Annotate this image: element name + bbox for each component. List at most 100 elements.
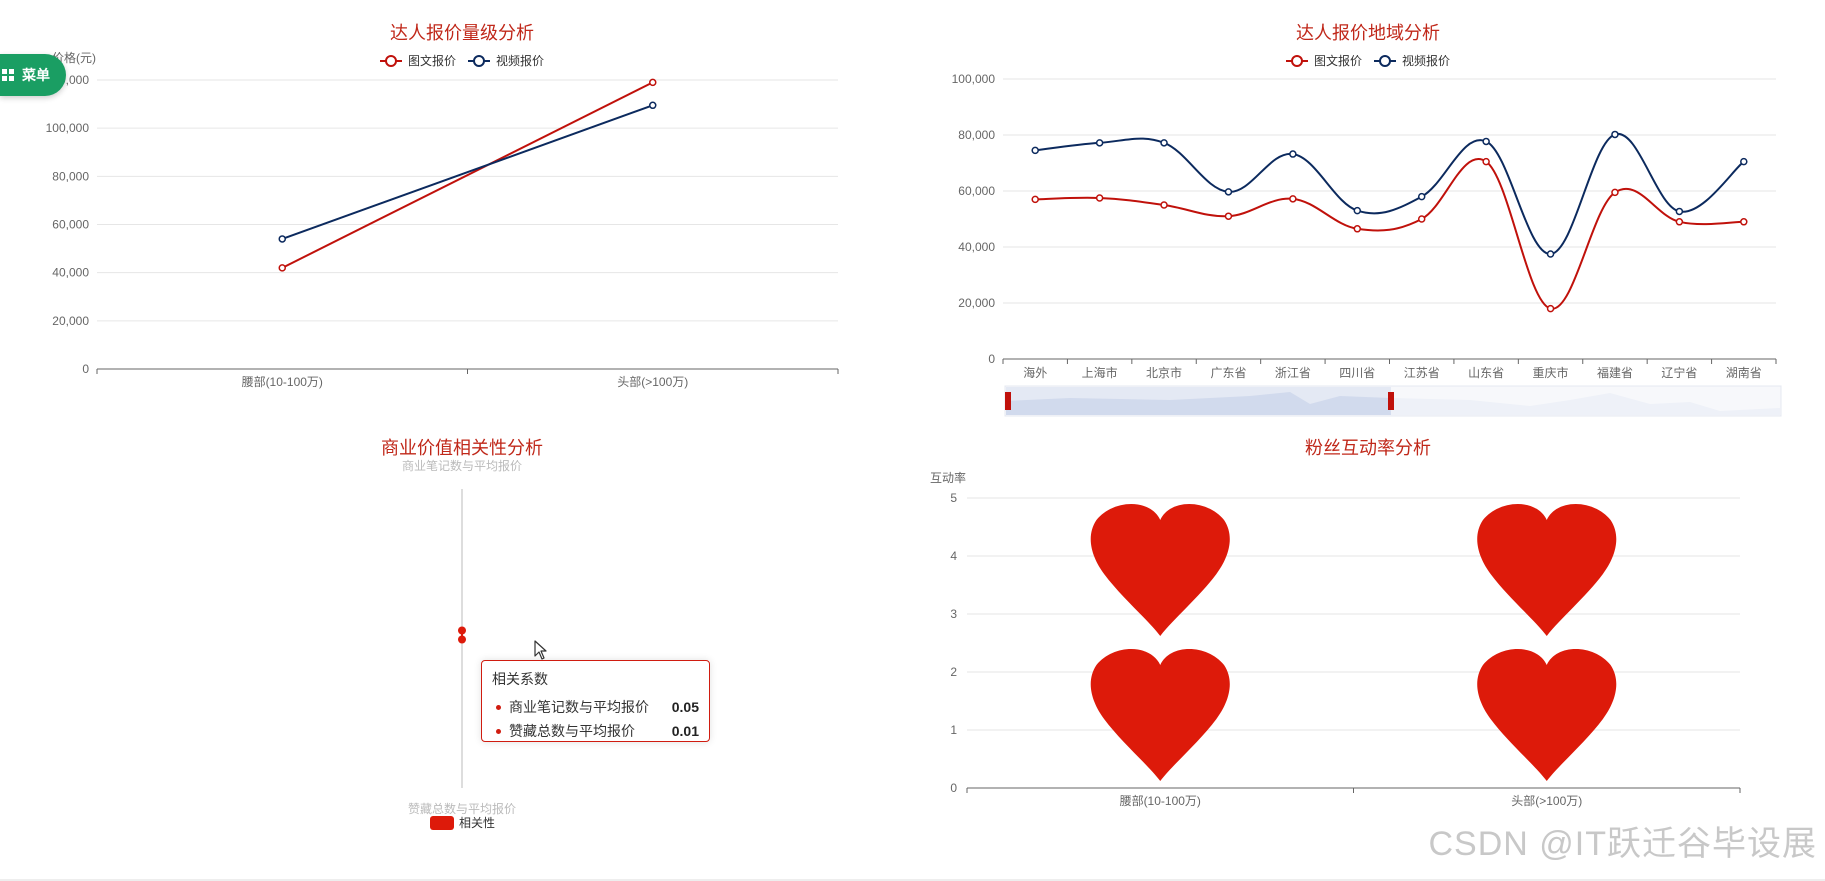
legend-item[interactable]: 视频报价 <box>496 53 544 68</box>
y-tick-label: 4 <box>950 549 957 563</box>
x-tick-label: 湖南省 <box>1726 365 1762 380</box>
tooltip-row: 赞藏总数与平均报价 0.01 <box>492 719 699 743</box>
menu-button[interactable]: 菜单 <box>0 54 66 96</box>
series-line <box>1035 133 1745 256</box>
legend-item[interactable]: 视频报价 <box>1402 53 1450 68</box>
chart-correlation: 商业价值相关性分析 商业笔记数与平均报价 赞藏总数与平均报价 相关性 <box>381 438 543 830</box>
data-point[interactable] <box>1740 218 1748 226</box>
chart-legend[interactable]: 图文报价 视频报价 <box>1286 53 1450 68</box>
data-point[interactable] <box>458 626 466 635</box>
data-point[interactable] <box>1095 194 1104 202</box>
y-tick-label: 20,000 <box>958 296 995 310</box>
legend-item[interactable]: 图文报价 <box>408 53 456 68</box>
data-point[interactable] <box>649 101 657 110</box>
heart-bar-symbol[interactable] <box>1090 649 1230 781</box>
menu-label: 菜单 <box>22 67 50 83</box>
chart-legend[interactable]: 图文报价 视频报价 <box>380 53 544 68</box>
x-tick-label: 浙江省 <box>1275 366 1311 380</box>
x-tick-label: 四川省 <box>1339 366 1375 380</box>
tooltip-title: 相关系数 <box>492 671 548 687</box>
data-point[interactable] <box>1160 139 1168 147</box>
chart-title: 粉丝互动率分析 <box>1305 438 1431 458</box>
data-point[interactable] <box>1611 130 1619 139</box>
data-point[interactable] <box>1224 212 1233 220</box>
grid-icon <box>2 69 14 81</box>
data-point[interactable] <box>1675 218 1684 226</box>
tooltip-row-value: 0.05 <box>671 699 699 715</box>
data-point[interactable] <box>1353 206 1362 215</box>
x-tick-label: 江苏省 <box>1404 366 1440 380</box>
x-tick-label: 广东省 <box>1210 366 1246 380</box>
data-point[interactable] <box>1482 137 1490 146</box>
legend-swatch[interactable] <box>430 816 454 830</box>
x-tick-label: 福建省 <box>1597 365 1633 380</box>
data-point[interactable] <box>1095 139 1104 147</box>
data-point[interactable] <box>1417 192 1426 201</box>
data-point[interactable] <box>278 264 286 272</box>
data-point[interactable] <box>1031 195 1039 204</box>
y-axis-label: 价格(元) <box>52 50 96 65</box>
data-point[interactable] <box>1740 157 1748 166</box>
data-point[interactable] <box>1546 250 1555 258</box>
data-point[interactable] <box>278 235 286 243</box>
y-tick-label: 20,000 <box>52 314 89 328</box>
series-line <box>1035 158 1744 310</box>
series-line <box>281 81 654 269</box>
chart-legend[interactable]: 相关性 <box>430 816 495 830</box>
y-tick-label: 100,000 <box>952 72 996 86</box>
chart-price-level: 达人报价量级分析 图文报价 视频报价 价格(元) 0 20,000 40,000 60… <box>46 23 839 389</box>
y-tick-label: 3 <box>950 607 957 621</box>
x-tick-label: 重庆市 <box>1533 365 1569 380</box>
tooltip-row-value: 0.01 <box>671 723 699 739</box>
data-point[interactable] <box>1546 304 1555 313</box>
y-tick-label: 2 <box>950 665 957 679</box>
tooltip-row: 商业笔记数与平均报价 0.05 <box>492 695 699 719</box>
legend-item[interactable]: 相关性 <box>459 816 495 830</box>
data-zoom-slider[interactable] <box>1004 385 1782 417</box>
legend-item[interactable]: 图文报价 <box>1314 53 1362 68</box>
data-point[interactable] <box>1289 150 1297 158</box>
y-tick-label: 80,000 <box>52 169 89 183</box>
zoom-handle-right[interactable] <box>1388 392 1394 410</box>
data-point[interactable] <box>1224 188 1233 196</box>
series-line <box>281 104 654 240</box>
heart-bar-symbol[interactable] <box>1090 504 1230 636</box>
chart-title: 商业价值相关性分析 <box>381 438 543 458</box>
data-point[interactable] <box>1289 195 1297 203</box>
heart-bar-symbol[interactable] <box>1477 504 1617 636</box>
y-tick-label: 0 <box>82 362 89 376</box>
x-tick-label: 腰部(10-100万) <box>1120 793 1201 808</box>
x-tick-label: 头部(>100万) <box>617 374 688 389</box>
y-tick-label: 1 <box>950 723 957 737</box>
y-tick-label: 80,000 <box>958 128 995 142</box>
tooltip-row-name: 商业笔记数与平均报价 <box>509 699 649 715</box>
chart-title: 达人报价量级分析 <box>390 23 534 43</box>
zoom-handle-left[interactable] <box>1005 392 1011 410</box>
divider <box>0 879 1825 881</box>
data-point[interactable] <box>1353 225 1362 233</box>
y-tick-label: 0 <box>988 352 995 366</box>
y-axis-label: 互动率 <box>930 470 966 485</box>
y-tick-label: 5 <box>950 491 957 505</box>
x-tick-label: 海外 <box>1023 365 1047 380</box>
data-point[interactable] <box>1482 157 1490 166</box>
x-tick-label: 辽宁省 <box>1661 365 1697 380</box>
tooltip-row-name: 赞藏总数与平均报价 <box>509 723 635 739</box>
radar-indicator-label: 赞藏总数与平均报价 <box>408 801 516 816</box>
data-point[interactable] <box>1675 207 1684 216</box>
chart-engagement: 粉丝互动率分析 互动率 0 1 2 3 4 5 腰部(10-100万) 头部(>100万) <box>930 438 1741 808</box>
y-tick-label: 60,000 <box>958 184 995 198</box>
data-point[interactable] <box>1031 146 1039 155</box>
series-dot-icon <box>496 704 501 710</box>
data-point[interactable] <box>458 635 466 644</box>
heart-bar-symbol[interactable] <box>1477 649 1617 781</box>
watermark: CSDN @IT跃迁谷毕设展 <box>1428 825 1817 863</box>
data-point[interactable] <box>1611 188 1619 197</box>
x-tick-label: 上海市 <box>1082 365 1118 380</box>
correlation-tooltip: 相关系数 商业笔记数与平均报价 0.05 赞藏总数与平均报价 0.01 <box>481 660 710 742</box>
data-point[interactable] <box>1160 201 1168 209</box>
data-point[interactable] <box>649 78 657 87</box>
y-tick-label: 40,000 <box>52 266 89 280</box>
y-tick-label: 100,000 <box>46 121 90 135</box>
data-point[interactable] <box>1417 215 1426 223</box>
